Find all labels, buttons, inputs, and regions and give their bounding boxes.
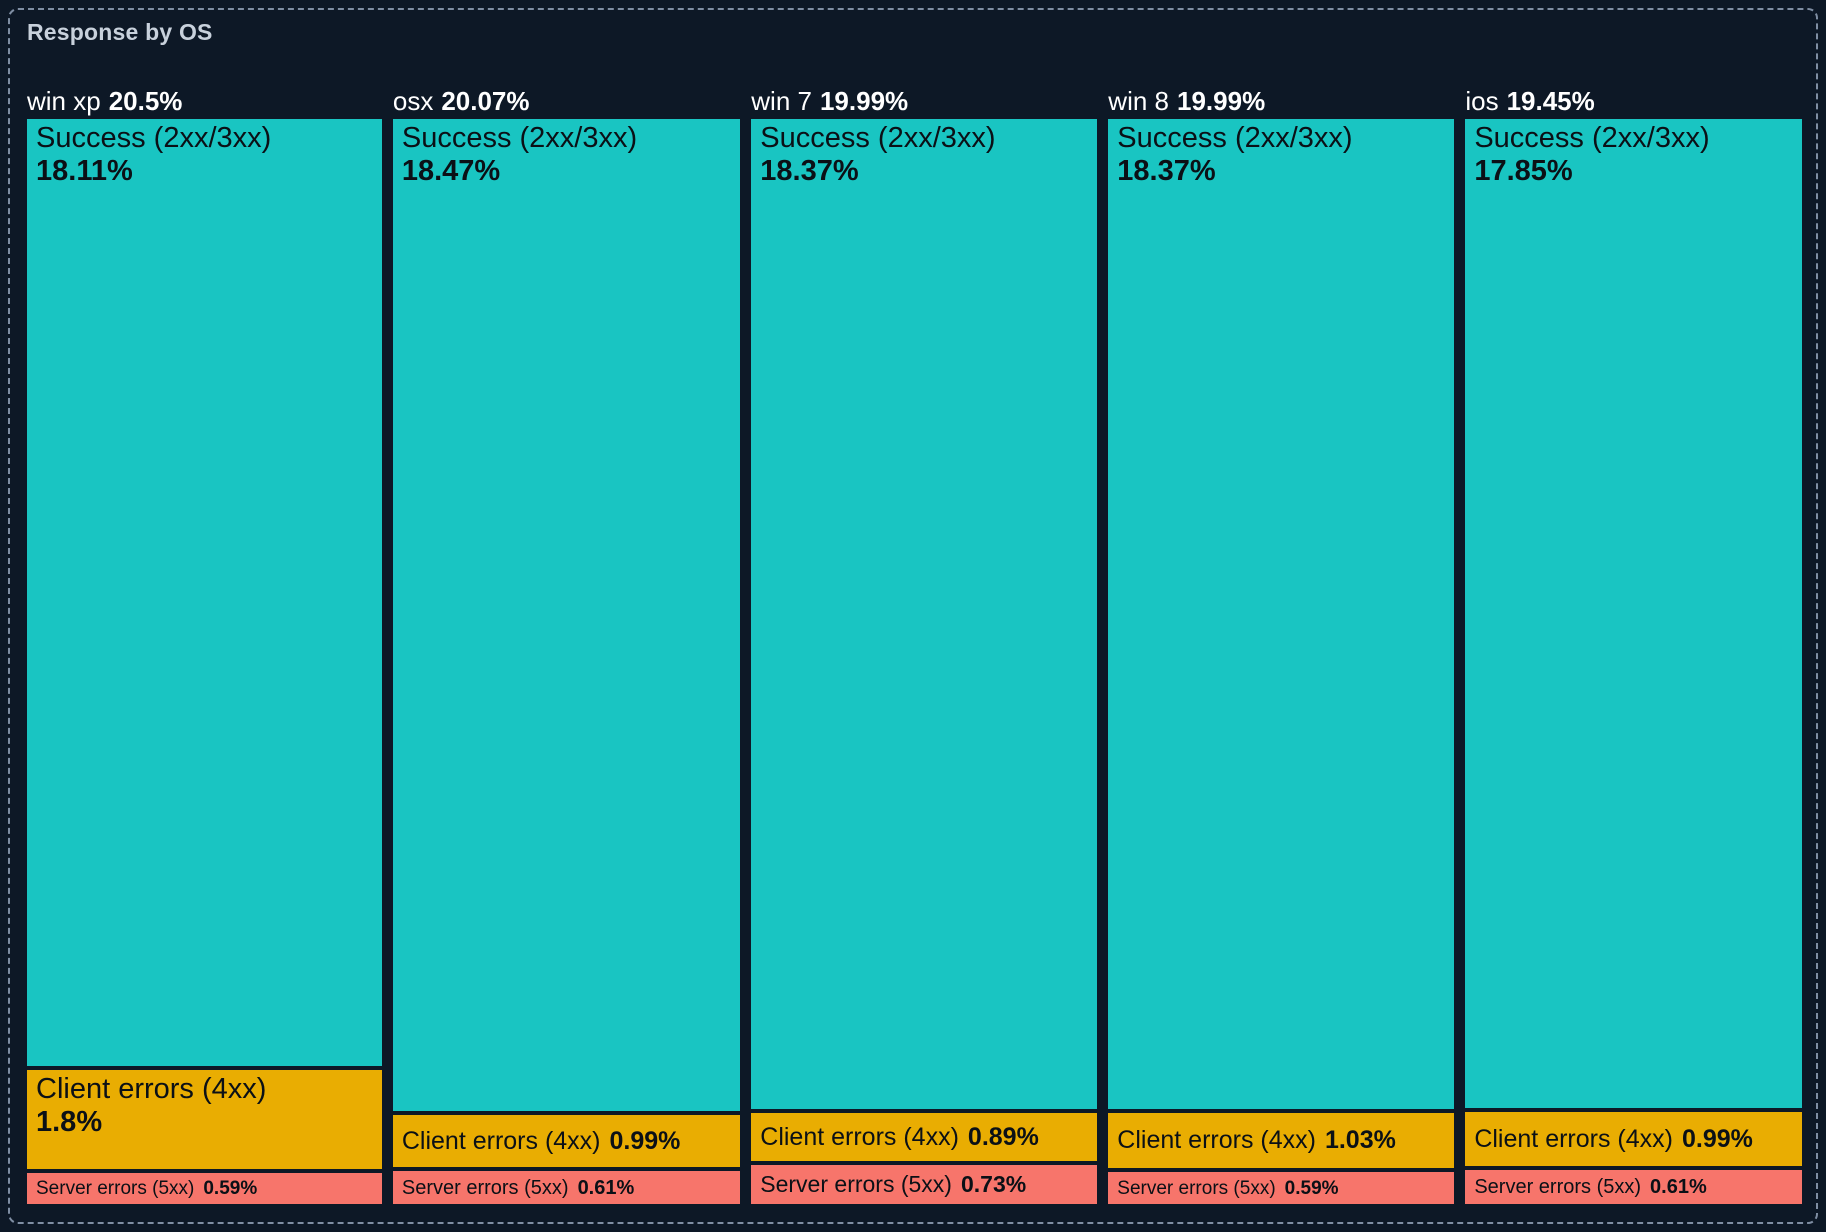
segment-value: 0.99% xyxy=(609,1126,681,1155)
column-label: win xp xyxy=(27,86,101,116)
segment-label: Success (2xx/3xx) xyxy=(36,122,272,154)
column-share: 19.99% xyxy=(819,86,909,116)
segment-label: Client errors (4xx) xyxy=(401,1126,601,1155)
segment-value: 0.59% xyxy=(1284,1177,1339,1199)
column-share: 20.5% xyxy=(108,86,183,116)
segment-value: 18.11% xyxy=(36,154,133,187)
column-label: win 7 xyxy=(751,86,812,116)
column-segments: Success (2xx/3xx) 18.11% Client errors (4x… xyxy=(27,119,382,1205)
segment-server-errors-5xx[interactable]: Server errors (5xx) 0.61% xyxy=(1465,1170,1802,1204)
segment-value: 0.61% xyxy=(577,1176,635,1199)
column-segments: Success (2xx/3xx) 18.47% Client errors (4x… xyxy=(392,119,741,1204)
segment-value: 0.61% xyxy=(1650,1176,1707,1199)
segment-label: Success (2xx/3xx) xyxy=(401,122,638,154)
segment-server-errors-5xx[interactable]: Server errors (5xx) 0.61% xyxy=(392,1171,741,1204)
segment-client-errors-4xx[interactable]: Client errors (4xx) 0.99% xyxy=(392,1114,741,1168)
treemap-column-win-7: win 7 19.99% Success (2xx/3xx) 18.37% Client… xyxy=(751,78,1098,1204)
column-label: ios xyxy=(1465,86,1499,116)
segment-label: Server errors (5xx) xyxy=(401,1176,569,1199)
segment-client-errors-4xx[interactable]: Client errors (4xx) 0.99% xyxy=(1465,1111,1802,1167)
column-share: 19.99% xyxy=(1177,86,1266,116)
column-share: 19.45% xyxy=(1506,86,1595,116)
segment-label: Server errors (5xx) xyxy=(1474,1176,1642,1199)
segment-label: Client errors (4xx) xyxy=(760,1122,959,1151)
segment-value: 0.59% xyxy=(203,1178,258,1200)
segment-label: Success (2xx/3xx) xyxy=(1474,122,1710,154)
treemap-column-win-xp: win xp 20.5% Success (2xx/3xx) 18.11% Client… xyxy=(27,78,382,1205)
panel: Response by OS win xp 20.5% Success (2xx/3… xyxy=(8,8,1818,1224)
segment-value: 0.99% xyxy=(1681,1124,1753,1153)
segment-client-errors-4xx[interactable]: Client errors (4xx) 0.89% xyxy=(751,1113,1098,1161)
column-segments: Success (2xx/3xx) 18.37% Client errors (4x… xyxy=(751,119,1098,1204)
segment-value: 18.47% xyxy=(401,154,501,187)
segment-server-errors-5xx[interactable]: Server errors (5xx) 0.59% xyxy=(27,1173,382,1205)
column-label: osx xyxy=(392,86,434,116)
treemap-column-ios: ios 19.45% Success (2xx/3xx) 17.85% Client e… xyxy=(1465,78,1802,1204)
column-header: osx 20.07% xyxy=(393,78,740,119)
treemap-column-win-8: win 8 19.99% Success (2xx/3xx) 18.37% Client… xyxy=(1108,78,1455,1204)
treemap: win xp 20.5% Success (2xx/3xx) 18.11% Client… xyxy=(27,78,1802,1205)
segment-label: Server errors (5xx) xyxy=(36,1178,195,1200)
column-segments: Success (2xx/3xx) 17.85% Client errors (4x… xyxy=(1465,119,1802,1204)
segment-value: 17.85% xyxy=(1474,154,1573,187)
panel-title: Response by OS xyxy=(27,19,213,45)
segment-success-2xx-3xx[interactable]: Success (2xx/3xx) 18.37% xyxy=(751,119,1098,1110)
column-share: 20.07% xyxy=(441,86,530,116)
segment-success-2xx-3xx[interactable]: Success (2xx/3xx) 18.47% xyxy=(392,119,741,1111)
segment-success-2xx-3xx[interactable]: Success (2xx/3xx) 18.11% xyxy=(27,119,382,1066)
segment-server-errors-5xx[interactable]: Server errors (5xx) 0.73% xyxy=(751,1164,1098,1204)
segment-label: Server errors (5xx) xyxy=(1117,1177,1276,1199)
segment-client-errors-4xx[interactable]: Client errors (4xx) 1.8% xyxy=(27,1069,382,1170)
treemap-column-osx: osx 20.07% Success (2xx/3xx) 18.47% Client e… xyxy=(392,78,741,1204)
column-header: ios 19.45% xyxy=(1465,78,1802,119)
segment-label: Client errors (4xx) xyxy=(1474,1124,1673,1153)
segment-label: Server errors (5xx) xyxy=(760,1170,952,1197)
segment-label: Client errors (4xx) xyxy=(36,1072,267,1105)
segment-label: Success (2xx/3xx) xyxy=(1117,122,1353,154)
column-header: win 7 19.99% xyxy=(751,78,1097,119)
column-header: win 8 19.99% xyxy=(1108,78,1454,119)
segment-value: 1.03% xyxy=(1324,1126,1396,1155)
segment-value: 0.89% xyxy=(967,1122,1039,1151)
segment-value: 0.73% xyxy=(960,1170,1027,1197)
column-segments: Success (2xx/3xx) 18.37% Client errors (4x… xyxy=(1108,119,1455,1204)
column-label: win 8 xyxy=(1108,86,1169,116)
segment-label: Success (2xx/3xx) xyxy=(760,122,996,154)
column-header: win xp 20.5% xyxy=(27,78,382,119)
segment-value: 1.8% xyxy=(36,1105,103,1138)
segment-value: 18.37% xyxy=(1117,154,1216,187)
segment-value: 18.37% xyxy=(760,154,859,187)
segment-label: Client errors (4xx) xyxy=(1117,1126,1316,1155)
segment-success-2xx-3xx[interactable]: Success (2xx/3xx) 18.37% xyxy=(1108,119,1455,1110)
segment-client-errors-4xx[interactable]: Client errors (4xx) 1.03% xyxy=(1108,1113,1455,1169)
segment-server-errors-5xx[interactable]: Server errors (5xx) 0.59% xyxy=(1108,1172,1455,1204)
segment-success-2xx-3xx[interactable]: Success (2xx/3xx) 17.85% xyxy=(1465,119,1802,1108)
